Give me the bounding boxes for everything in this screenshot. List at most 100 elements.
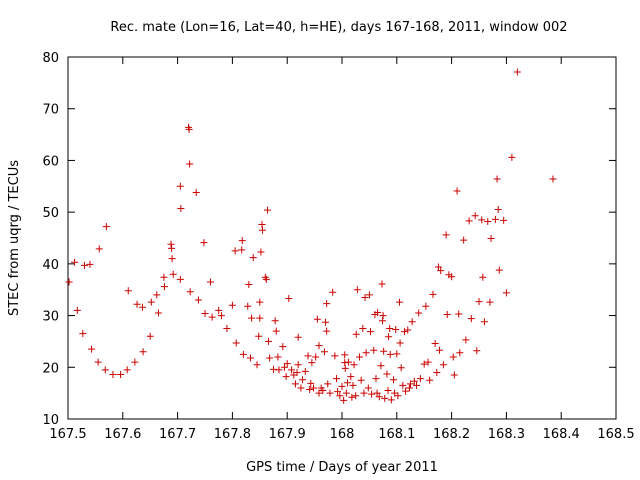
data-point-marker xyxy=(487,235,495,243)
data-point-marker xyxy=(387,396,395,404)
data-point-marker xyxy=(146,332,154,340)
data-point-marker xyxy=(361,293,369,301)
data-point-marker xyxy=(383,370,391,378)
data-point-marker xyxy=(402,387,410,395)
data-point-marker xyxy=(160,273,168,281)
data-point-marker xyxy=(334,388,342,396)
x-tick-label: 167.9 xyxy=(269,427,306,442)
data-point-marker xyxy=(255,332,263,340)
data-point-marker xyxy=(370,346,378,354)
data-point-marker xyxy=(79,330,87,338)
data-point-marker xyxy=(271,317,279,325)
data-point-marker xyxy=(319,387,327,395)
x-axis-label: GPS time / Days of year 2011 xyxy=(246,460,438,475)
data-point-marker xyxy=(117,371,125,379)
data-point-marker xyxy=(379,317,387,325)
data-point-marker xyxy=(352,392,360,400)
data-point-marker xyxy=(102,223,110,231)
data-point-marker xyxy=(352,330,360,338)
data-point-marker xyxy=(455,310,463,318)
data-point-marker xyxy=(263,206,271,214)
data-point-marker xyxy=(95,245,103,253)
y-tick-label: 20 xyxy=(42,361,59,376)
data-point-marker xyxy=(453,187,461,195)
data-point-marker xyxy=(434,263,442,271)
data-point-marker xyxy=(341,364,349,372)
data-point-marker xyxy=(238,246,246,254)
data-point-marker xyxy=(200,239,208,247)
data-point-marker xyxy=(479,273,487,281)
data-point-marker xyxy=(308,359,316,367)
data-point-marker xyxy=(340,396,348,404)
data-point-marker xyxy=(154,309,162,317)
data-point-marker xyxy=(297,384,305,392)
data-point-marker xyxy=(399,381,407,389)
data-point-marker xyxy=(280,363,288,371)
data-point-marker xyxy=(413,381,421,389)
data-point-marker xyxy=(357,376,365,384)
data-point-marker xyxy=(549,175,557,183)
data-point-marker xyxy=(392,326,400,334)
data-point-marker xyxy=(282,373,290,381)
data-point-marker xyxy=(293,368,301,376)
data-point-marker xyxy=(265,337,273,345)
data-point-marker xyxy=(368,390,376,398)
data-point-marker xyxy=(341,359,349,367)
x-tick-label: 167.8 xyxy=(214,427,251,442)
data-point-marker xyxy=(408,318,416,326)
data-point-marker xyxy=(86,260,94,268)
data-point-marker xyxy=(364,384,372,392)
data-point-marker xyxy=(139,303,147,311)
data-point-marker xyxy=(426,376,434,384)
data-point-marker xyxy=(160,283,168,291)
data-point-marker xyxy=(256,314,264,322)
data-point-marker xyxy=(177,205,185,213)
chart-title: Rec. mate (Lon=16, Lat=40, h=HE), days 1… xyxy=(110,20,567,35)
data-point-marker xyxy=(393,350,401,358)
data-point-marker xyxy=(347,373,355,381)
data-point-marker xyxy=(378,280,386,288)
data-point-marker xyxy=(194,296,202,304)
data-point-marker xyxy=(456,349,464,357)
data-point-marker xyxy=(231,247,239,255)
data-point-marker xyxy=(429,290,437,298)
data-point-marker xyxy=(384,387,392,395)
data-point-marker xyxy=(436,346,444,354)
data-point-marker xyxy=(513,68,521,76)
data-point-marker xyxy=(366,328,374,336)
data-point-marker xyxy=(386,350,394,358)
data-point-marker xyxy=(415,309,423,317)
y-tick-label: 70 xyxy=(42,103,59,118)
data-point-marker xyxy=(431,339,439,347)
data-point-marker xyxy=(294,333,302,341)
data-point-marker xyxy=(449,353,457,361)
data-point-marker xyxy=(495,266,503,274)
data-point-marker xyxy=(223,325,231,332)
data-point-marker xyxy=(365,291,373,299)
data-point-marker xyxy=(374,308,382,316)
data-point-marker xyxy=(139,348,147,356)
data-point-marker xyxy=(333,375,341,383)
data-point-marker xyxy=(448,273,456,281)
data-point-marker xyxy=(396,298,404,306)
data-point-marker xyxy=(294,361,302,369)
y-tick-label: 30 xyxy=(42,310,59,325)
data-point-marker xyxy=(362,349,370,357)
data-point-marker xyxy=(475,298,483,306)
data-point-marker xyxy=(312,353,320,361)
axis-ticks: 167.5 167.6 167.7 167.8 167.9 168 168.1 168.2 16… xyxy=(42,51,634,442)
data-point-marker xyxy=(88,345,96,353)
data-point-marker xyxy=(323,327,331,335)
data-point-marker xyxy=(400,328,408,336)
data-point-marker xyxy=(101,366,109,374)
data-point-marker xyxy=(353,286,361,294)
data-point-marker xyxy=(394,392,402,400)
x-tick-label: 168.2 xyxy=(433,427,470,442)
data-point-marker xyxy=(299,376,307,384)
data-point-marker xyxy=(169,270,177,278)
data-point-marker xyxy=(301,367,309,375)
data-point-marker xyxy=(217,312,225,320)
data-points xyxy=(65,68,557,404)
data-point-marker xyxy=(168,244,176,252)
